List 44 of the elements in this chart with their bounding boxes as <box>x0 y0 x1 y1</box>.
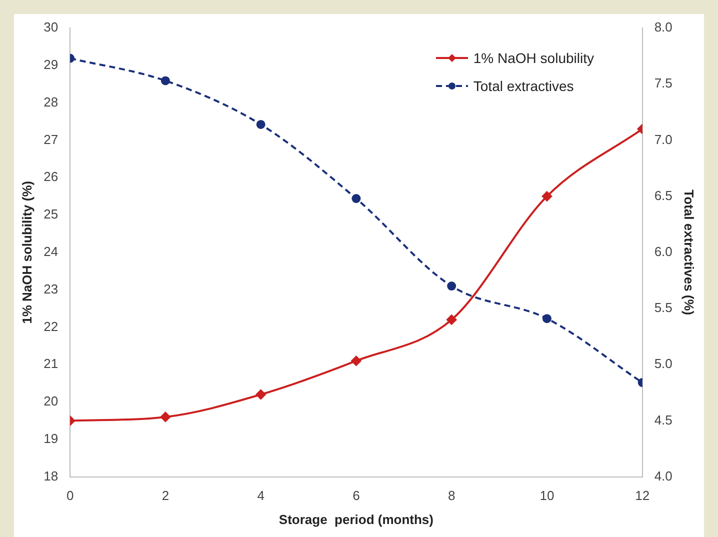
y-tick-label: 25 <box>44 206 58 222</box>
y2-tick-label: 5.0 <box>654 356 672 372</box>
y-tick-label: 27 <box>44 132 58 147</box>
x-axis-title: Storage period (months) <box>278 512 434 527</box>
point <box>256 120 266 129</box>
point <box>446 314 457 325</box>
point <box>542 191 552 202</box>
x-tick-label: 12 <box>635 488 650 504</box>
y2-tick-label: 6.5 <box>654 188 672 203</box>
y-tick-label: 30 <box>44 20 58 35</box>
point <box>256 390 266 400</box>
y-axis-title: 1% NaOH solubility (%) <box>19 180 34 324</box>
legend-label: Total extractives <box>473 78 574 94</box>
y2-tick-label: 5.5 <box>654 300 672 316</box>
y2-axis-title: Total extractives (%) <box>682 190 697 316</box>
point <box>352 194 361 204</box>
x-tick-label: 2 <box>162 488 170 504</box>
y2-tick-label: 4.5 <box>654 412 672 428</box>
y-tick-label: 24 <box>44 244 58 259</box>
point <box>542 314 552 324</box>
y-tick-label: 29 <box>44 56 58 72</box>
point <box>351 356 362 366</box>
x-tick-label: 8 <box>448 488 456 504</box>
point <box>160 412 170 422</box>
y2-tick-label: 8.0 <box>654 20 672 35</box>
legend-label: 1% NaOH solubility <box>473 50 594 66</box>
y-tick-label: 23 <box>44 281 58 296</box>
x-tick-label: 10 <box>540 488 554 504</box>
y-tick-label: 28 <box>44 94 58 110</box>
y2-tick-label: 7.0 <box>654 132 672 147</box>
x-tick-label: 4 <box>257 488 264 504</box>
y-tick-label: 26 <box>44 169 58 184</box>
x-tick-label: 6 <box>352 488 360 504</box>
y2-tick-label: 4.0 <box>654 468 672 484</box>
y-tick-label: 22 <box>44 318 58 334</box>
y-tick-label: 20 <box>44 394 58 409</box>
x-tick-label: 0 <box>66 488 74 504</box>
y-tick-label: 19 <box>44 430 58 446</box>
y2-tick-label: 7.5 <box>654 76 672 91</box>
y2-tick-label: 6.0 <box>654 244 672 259</box>
point <box>160 76 170 86</box>
y-tick-label: 21 <box>44 356 58 372</box>
y-tick-label: 18 <box>44 468 58 484</box>
point <box>447 282 456 291</box>
